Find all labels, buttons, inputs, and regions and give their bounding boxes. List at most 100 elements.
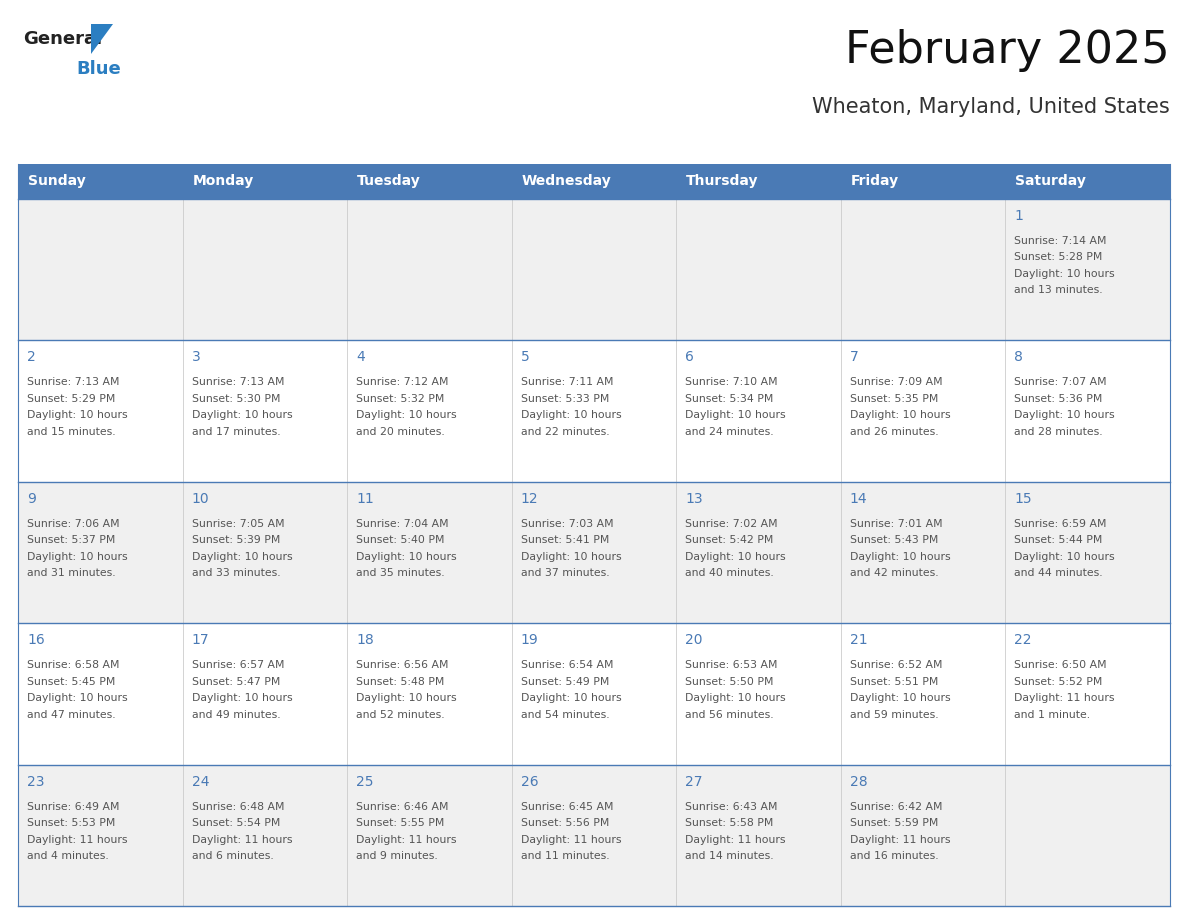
Text: 10: 10 bbox=[191, 492, 209, 506]
Text: 5: 5 bbox=[520, 351, 530, 364]
Text: Sunset: 5:35 PM: Sunset: 5:35 PM bbox=[849, 394, 939, 404]
Text: Sunset: 5:49 PM: Sunset: 5:49 PM bbox=[520, 677, 609, 687]
Text: Sunrise: 6:59 AM: Sunrise: 6:59 AM bbox=[1015, 519, 1107, 529]
Text: and 44 minutes.: and 44 minutes. bbox=[1015, 568, 1102, 578]
Text: Wednesday: Wednesday bbox=[522, 174, 612, 188]
Text: and 24 minutes.: and 24 minutes. bbox=[685, 427, 773, 437]
Text: Sunset: 5:41 PM: Sunset: 5:41 PM bbox=[520, 535, 609, 545]
Text: 14: 14 bbox=[849, 492, 867, 506]
Text: and 49 minutes.: and 49 minutes. bbox=[191, 710, 280, 720]
Text: and 13 minutes.: and 13 minutes. bbox=[1015, 285, 1102, 296]
Text: Sunset: 5:59 PM: Sunset: 5:59 PM bbox=[849, 818, 939, 828]
Text: Daylight: 11 hours: Daylight: 11 hours bbox=[356, 834, 456, 845]
Text: Sunrise: 7:13 AM: Sunrise: 7:13 AM bbox=[27, 377, 120, 387]
Text: Sunset: 5:28 PM: Sunset: 5:28 PM bbox=[1015, 252, 1102, 263]
Text: Daylight: 10 hours: Daylight: 10 hours bbox=[356, 693, 456, 703]
Text: Daylight: 10 hours: Daylight: 10 hours bbox=[27, 552, 127, 562]
Text: Sunset: 5:36 PM: Sunset: 5:36 PM bbox=[1015, 394, 1102, 404]
Text: Sunrise: 6:50 AM: Sunrise: 6:50 AM bbox=[1015, 660, 1107, 670]
Text: Daylight: 11 hours: Daylight: 11 hours bbox=[27, 834, 127, 845]
Text: 3: 3 bbox=[191, 351, 201, 364]
Text: Daylight: 10 hours: Daylight: 10 hours bbox=[356, 410, 456, 420]
Text: Sunset: 5:48 PM: Sunset: 5:48 PM bbox=[356, 677, 444, 687]
Text: Sunset: 5:47 PM: Sunset: 5:47 PM bbox=[191, 677, 280, 687]
Text: Sunday: Sunday bbox=[29, 174, 86, 188]
Text: and 20 minutes.: and 20 minutes. bbox=[356, 427, 444, 437]
Text: 2: 2 bbox=[27, 351, 36, 364]
Text: 6: 6 bbox=[685, 351, 694, 364]
Text: Sunset: 5:39 PM: Sunset: 5:39 PM bbox=[191, 535, 280, 545]
Text: and 37 minutes.: and 37 minutes. bbox=[520, 568, 609, 578]
Text: Sunrise: 6:56 AM: Sunrise: 6:56 AM bbox=[356, 660, 449, 670]
Text: Sunset: 5:55 PM: Sunset: 5:55 PM bbox=[356, 818, 444, 828]
Text: 21: 21 bbox=[849, 633, 867, 647]
Text: Sunset: 5:54 PM: Sunset: 5:54 PM bbox=[191, 818, 280, 828]
Text: Daylight: 10 hours: Daylight: 10 hours bbox=[685, 552, 786, 562]
Text: Sunrise: 6:49 AM: Sunrise: 6:49 AM bbox=[27, 801, 120, 812]
Text: General: General bbox=[23, 30, 102, 48]
Text: Sunrise: 7:05 AM: Sunrise: 7:05 AM bbox=[191, 519, 284, 529]
Text: Daylight: 10 hours: Daylight: 10 hours bbox=[356, 552, 456, 562]
Text: Daylight: 10 hours: Daylight: 10 hours bbox=[1015, 410, 1116, 420]
Text: Daylight: 10 hours: Daylight: 10 hours bbox=[520, 410, 621, 420]
Text: and 4 minutes.: and 4 minutes. bbox=[27, 851, 109, 861]
Text: Sunset: 5:29 PM: Sunset: 5:29 PM bbox=[27, 394, 115, 404]
Text: Sunset: 5:34 PM: Sunset: 5:34 PM bbox=[685, 394, 773, 404]
Text: Sunrise: 7:14 AM: Sunrise: 7:14 AM bbox=[1015, 236, 1107, 246]
Text: Sunset: 5:52 PM: Sunset: 5:52 PM bbox=[1015, 677, 1102, 687]
Text: Sunrise: 6:52 AM: Sunrise: 6:52 AM bbox=[849, 660, 942, 670]
Text: Sunrise: 6:57 AM: Sunrise: 6:57 AM bbox=[191, 660, 284, 670]
Polygon shape bbox=[91, 24, 113, 54]
Text: and 52 minutes.: and 52 minutes. bbox=[356, 710, 444, 720]
Text: Sunrise: 7:11 AM: Sunrise: 7:11 AM bbox=[520, 377, 613, 387]
Text: Sunset: 5:43 PM: Sunset: 5:43 PM bbox=[849, 535, 939, 545]
Text: 23: 23 bbox=[27, 775, 44, 789]
Text: Sunrise: 7:03 AM: Sunrise: 7:03 AM bbox=[520, 519, 613, 529]
Text: and 33 minutes.: and 33 minutes. bbox=[191, 568, 280, 578]
Text: and 22 minutes.: and 22 minutes. bbox=[520, 427, 609, 437]
Text: Sunset: 5:30 PM: Sunset: 5:30 PM bbox=[191, 394, 280, 404]
Text: 1: 1 bbox=[1015, 209, 1023, 223]
Text: 11: 11 bbox=[356, 492, 374, 506]
Text: Daylight: 10 hours: Daylight: 10 hours bbox=[191, 552, 292, 562]
Text: Daylight: 10 hours: Daylight: 10 hours bbox=[849, 410, 950, 420]
Text: Sunrise: 6:48 AM: Sunrise: 6:48 AM bbox=[191, 801, 284, 812]
Text: 22: 22 bbox=[1015, 633, 1032, 647]
Text: Sunrise: 7:04 AM: Sunrise: 7:04 AM bbox=[356, 519, 449, 529]
Text: and 1 minute.: and 1 minute. bbox=[1015, 710, 1091, 720]
Text: Daylight: 10 hours: Daylight: 10 hours bbox=[685, 410, 786, 420]
Text: Sunrise: 6:54 AM: Sunrise: 6:54 AM bbox=[520, 660, 613, 670]
Text: Daylight: 11 hours: Daylight: 11 hours bbox=[1015, 693, 1114, 703]
Text: Sunrise: 7:12 AM: Sunrise: 7:12 AM bbox=[356, 377, 449, 387]
Text: Sunrise: 6:46 AM: Sunrise: 6:46 AM bbox=[356, 801, 449, 812]
Text: Sunrise: 7:13 AM: Sunrise: 7:13 AM bbox=[191, 377, 284, 387]
Text: Sunset: 5:51 PM: Sunset: 5:51 PM bbox=[849, 677, 939, 687]
Text: 16: 16 bbox=[27, 633, 45, 647]
Text: 24: 24 bbox=[191, 775, 209, 789]
Text: Sunset: 5:37 PM: Sunset: 5:37 PM bbox=[27, 535, 115, 545]
Text: Sunset: 5:50 PM: Sunset: 5:50 PM bbox=[685, 677, 773, 687]
Text: Thursday: Thursday bbox=[687, 174, 759, 188]
Bar bbox=[18, 164, 1170, 199]
Text: 25: 25 bbox=[356, 775, 374, 789]
Text: 19: 19 bbox=[520, 633, 538, 647]
Text: 13: 13 bbox=[685, 492, 703, 506]
Text: Sunset: 5:58 PM: Sunset: 5:58 PM bbox=[685, 818, 773, 828]
Text: Daylight: 10 hours: Daylight: 10 hours bbox=[27, 410, 127, 420]
Text: Daylight: 10 hours: Daylight: 10 hours bbox=[520, 552, 621, 562]
Text: Sunset: 5:56 PM: Sunset: 5:56 PM bbox=[520, 818, 609, 828]
Text: 27: 27 bbox=[685, 775, 703, 789]
Text: Daylight: 10 hours: Daylight: 10 hours bbox=[1015, 269, 1116, 279]
Text: Wheaton, Maryland, United States: Wheaton, Maryland, United States bbox=[813, 97, 1170, 117]
Text: Daylight: 11 hours: Daylight: 11 hours bbox=[849, 834, 950, 845]
Text: and 11 minutes.: and 11 minutes. bbox=[520, 851, 609, 861]
Text: 26: 26 bbox=[520, 775, 538, 789]
Text: and 28 minutes.: and 28 minutes. bbox=[1015, 427, 1102, 437]
Text: Monday: Monday bbox=[192, 174, 254, 188]
Text: Sunset: 5:33 PM: Sunset: 5:33 PM bbox=[520, 394, 609, 404]
Text: 8: 8 bbox=[1015, 351, 1023, 364]
Text: Sunset: 5:45 PM: Sunset: 5:45 PM bbox=[27, 677, 115, 687]
Text: 15: 15 bbox=[1015, 492, 1032, 506]
Text: 20: 20 bbox=[685, 633, 703, 647]
Text: Sunrise: 6:43 AM: Sunrise: 6:43 AM bbox=[685, 801, 778, 812]
